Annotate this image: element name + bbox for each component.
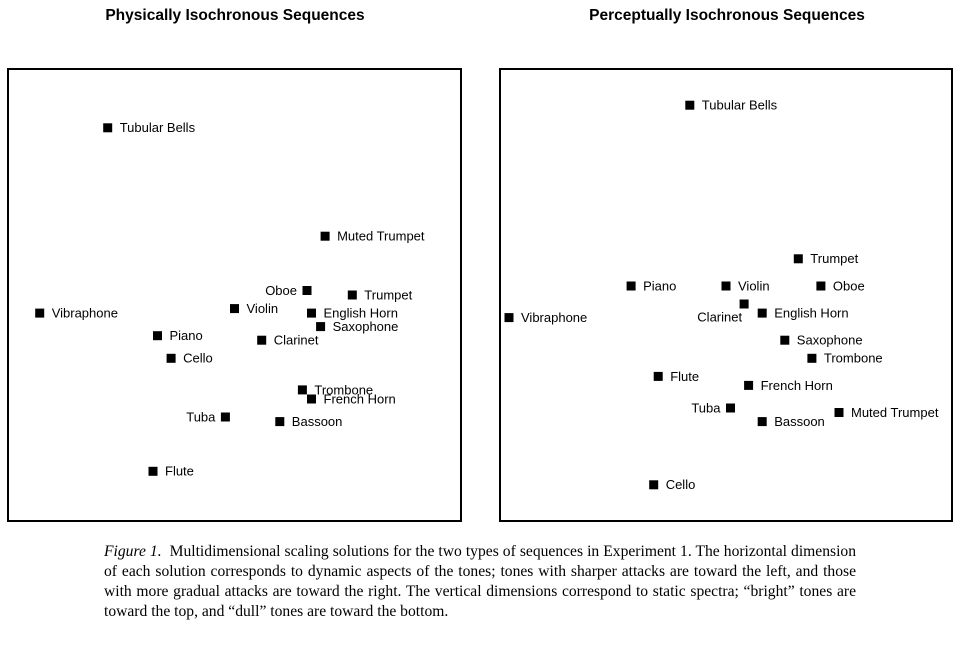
- data-point-label: Violin: [247, 301, 279, 316]
- data-point-label: Clarinet: [697, 309, 742, 324]
- scatter-plots: Tubular Bells Muted Trumpet Oboe Trumpet Vio…: [7, 68, 953, 522]
- figure-label: Figure 1.: [104, 543, 162, 560]
- data-point-marker: [780, 335, 790, 345]
- data-point-marker: [757, 417, 767, 427]
- right-chart-title: Perceptually Isochronous Sequences: [589, 7, 865, 24]
- data-point-label: English Horn: [324, 306, 398, 321]
- data-point-label: French Horn: [324, 391, 396, 406]
- data-point-label: Piano: [170, 328, 203, 343]
- data-point-label: Flute: [165, 464, 194, 479]
- data-point-label: Trumpet: [810, 251, 858, 266]
- data-point-marker: [626, 281, 636, 291]
- data-point-marker: [148, 466, 158, 476]
- left-chart: Tubular Bells Muted Trumpet Oboe Trumpet Vio…: [7, 68, 462, 522]
- data-point-label: Bassoon: [292, 414, 343, 429]
- data-point-label: Violin: [738, 278, 770, 293]
- data-point-label: Tuba: [186, 409, 216, 424]
- data-point-label: Saxophone: [333, 319, 399, 334]
- data-point-label: Trombone: [824, 351, 883, 366]
- data-point-marker: [316, 322, 326, 332]
- data-point-marker: [739, 299, 749, 309]
- data-point-marker: [757, 308, 767, 318]
- data-point-marker: [103, 123, 113, 133]
- data-point-marker: [807, 353, 817, 363]
- data-point-label: Muted Trumpet: [337, 229, 425, 244]
- data-point-marker: [744, 380, 754, 390]
- data-point-marker: [320, 231, 330, 241]
- figure-caption: Figure 1. Multidimensional scaling soluti…: [104, 542, 856, 622]
- data-point-marker: [721, 281, 731, 291]
- data-point-label: Clarinet: [274, 333, 319, 348]
- data-point-label: Cello: [183, 351, 213, 366]
- data-point-marker: [302, 286, 312, 295]
- data-point-marker: [297, 385, 307, 395]
- data-point-marker: [793, 254, 803, 264]
- data-point-marker: [230, 304, 239, 314]
- data-point-label: Cello: [666, 477, 696, 492]
- data-point-label: Piano: [643, 278, 676, 293]
- data-point-marker: [166, 353, 176, 363]
- data-point-marker: [257, 335, 267, 345]
- data-point-marker: [275, 417, 285, 427]
- data-point-label: Trumpet: [364, 287, 412, 302]
- data-point-label: Bassoon: [774, 414, 825, 429]
- data-point-marker: [816, 281, 826, 291]
- left-chart-title: Physically Isochronous Sequences: [105, 7, 365, 24]
- data-point-marker: [220, 412, 230, 422]
- right-plot-frame: [499, 68, 953, 522]
- data-point-marker: [685, 100, 695, 110]
- data-point-label: Oboe: [833, 278, 865, 293]
- data-point-label: Tuba: [691, 400, 721, 415]
- data-point-marker: [307, 394, 316, 404]
- data-point-marker: [153, 331, 162, 341]
- data-point-label: Vibraphone: [521, 310, 587, 325]
- data-point-marker: [834, 408, 844, 417]
- data-point-label: Saxophone: [797, 333, 863, 348]
- data-point-marker: [653, 371, 663, 381]
- data-point-label: French Horn: [761, 378, 833, 393]
- data-point-label: Flute: [670, 369, 699, 384]
- left-plot-frame: [7, 68, 462, 522]
- data-point-label: Tubular Bells: [120, 120, 196, 135]
- data-point-label: Tubular Bells: [702, 98, 778, 113]
- data-point-label: Oboe: [265, 283, 297, 298]
- data-point-marker: [504, 313, 514, 323]
- data-point-label: Muted Trumpet: [851, 405, 939, 420]
- data-point-marker: [35, 308, 45, 318]
- data-point-label: English Horn: [774, 306, 848, 321]
- caption-text: Multidimensional scaling solutions for t…: [104, 543, 856, 620]
- data-point-marker: [649, 480, 659, 490]
- data-point-marker: [347, 290, 357, 300]
- data-point-marker: [726, 403, 735, 413]
- data-point-marker: [307, 308, 316, 318]
- data-point-label: Trombone: [314, 382, 373, 397]
- right-chart: Tubular Bells Trumpet Piano Violin Oboe Clari…: [499, 68, 953, 522]
- data-point-label: Vibraphone: [52, 306, 118, 321]
